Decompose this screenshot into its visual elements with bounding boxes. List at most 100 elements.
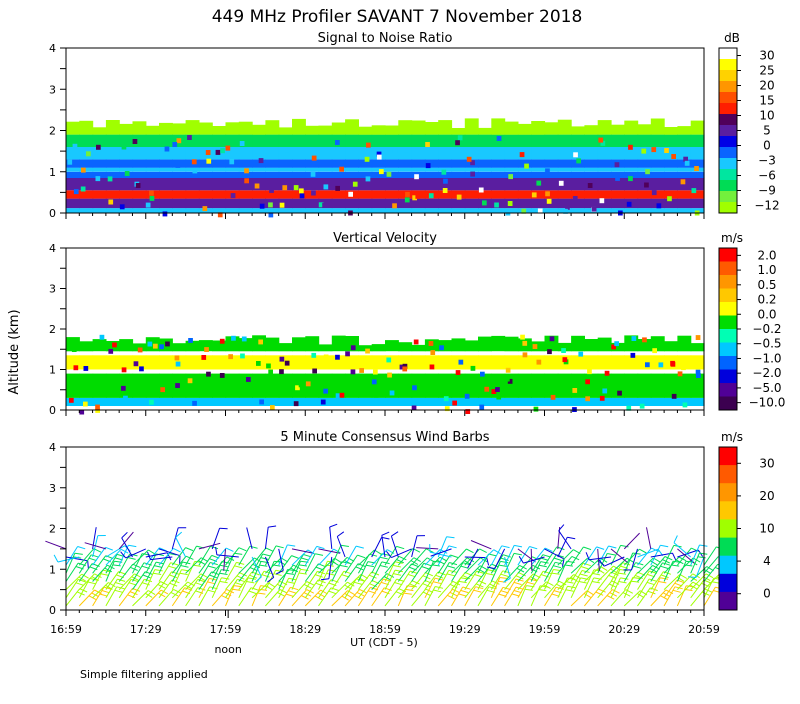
heatmap-speckle	[335, 355, 340, 360]
wind-barb-flag	[581, 567, 589, 570]
heatmap-speckle	[73, 144, 78, 149]
heatmap-cell	[292, 135, 306, 147]
heatmap-cell	[133, 398, 147, 406]
x-tick-label: 20:29	[608, 623, 640, 636]
heatmap-cell	[239, 398, 253, 406]
colorbar-swatch	[719, 136, 737, 147]
heatmap-speckle	[683, 403, 688, 408]
wind-barb-flag	[553, 566, 561, 568]
heatmap-cell	[571, 178, 585, 190]
heatmap-cell	[265, 374, 279, 398]
heatmap-speckle	[204, 347, 209, 352]
y-tick-label: 1	[49, 364, 56, 377]
y-tick-label: 0	[49, 604, 56, 617]
heatmap-speckle	[576, 158, 581, 163]
heatmap-cell	[677, 172, 691, 178]
colorbar-label: −0.2	[752, 322, 781, 336]
heatmap-speckle	[353, 182, 358, 187]
heatmap-speckle	[671, 362, 676, 367]
colorbar-label: −6	[758, 169, 776, 183]
heatmap-speckle	[323, 389, 328, 394]
heatmap-cell	[518, 135, 532, 147]
wind-barb-flag	[422, 567, 430, 570]
heatmap-cell	[159, 199, 173, 209]
colorbar-swatch	[719, 556, 737, 575]
colorbar-label: −1.0	[752, 351, 781, 365]
heatmap-speckle	[240, 141, 245, 146]
heatmap-speckle	[600, 396, 605, 401]
wind-barb-flag	[173, 548, 180, 552]
colorbar-swatch	[719, 329, 737, 343]
heatmap-cell	[677, 374, 691, 398]
heatmap-cell	[372, 178, 386, 190]
heatmap-cell	[558, 398, 572, 406]
heatmap-cell	[79, 159, 93, 167]
heatmap-speckle	[405, 197, 410, 202]
heatmap-cell	[571, 355, 585, 369]
colorbar-swatch	[719, 114, 737, 125]
wind-barb-flag	[514, 582, 522, 584]
heatmap-cell	[664, 172, 678, 178]
panel-3: 5 Minute Consensus Wind Barbs01234302010…	[45, 430, 774, 617]
heatmap-cell	[279, 398, 293, 406]
heatmap-cell	[159, 135, 173, 147]
heatmap-speckle	[324, 184, 329, 189]
heatmap-speckle	[654, 385, 659, 390]
heatmap-speckle	[231, 193, 236, 198]
colorbar-swatch	[719, 538, 737, 557]
heatmap-cell	[252, 172, 266, 178]
heatmap-speckle	[536, 181, 541, 186]
heatmap-speckle	[285, 361, 290, 366]
colorbar-swatch	[719, 248, 737, 262]
wind-barb-shaft	[212, 528, 219, 549]
heatmap-speckle	[495, 387, 500, 392]
heatmap-cell	[66, 122, 80, 135]
heatmap-speckle	[404, 152, 409, 157]
heatmap-cell	[186, 208, 200, 213]
heatmap-cell	[505, 178, 519, 190]
wind-barb-flag	[466, 549, 473, 553]
heatmap-speckle	[365, 157, 370, 162]
heatmap-cell	[279, 208, 293, 213]
heatmap-cell	[319, 126, 333, 135]
wind-barb-shaft	[119, 574, 134, 590]
heatmap-cell	[438, 135, 452, 147]
heatmap-cell	[584, 374, 598, 398]
heatmap-cell	[518, 199, 532, 209]
heatmap-cell	[664, 208, 678, 213]
heatmap-cell	[531, 147, 545, 159]
heatmap-cell	[106, 355, 120, 369]
heatmap-cell	[598, 159, 612, 167]
heatmap-speckle	[279, 369, 284, 374]
heatmap-speckle	[657, 203, 662, 208]
heatmap-cell	[598, 355, 612, 369]
heatmap-cell	[93, 339, 107, 351]
heatmap-cell	[199, 172, 213, 178]
heatmap-cell	[611, 190, 625, 198]
wind-barb-shaft	[265, 557, 273, 577]
wind-barb-flag	[115, 583, 123, 585]
heatmap-speckle	[484, 387, 489, 392]
heatmap-cell	[452, 178, 466, 190]
wind-barb-flag	[447, 574, 455, 576]
heatmap-cell	[119, 339, 133, 351]
y-tick-label: 3	[49, 482, 56, 495]
heatmap-cell	[292, 208, 306, 213]
heatmap-cell	[212, 199, 226, 209]
heatmap-cell	[358, 398, 372, 406]
y-tick-label: 0	[49, 404, 56, 417]
heatmap-cell	[119, 124, 133, 135]
heatmap-speckle	[206, 150, 211, 155]
wind-barb-flag	[514, 545, 522, 547]
heatmap-cell	[305, 178, 319, 190]
heatmap-cell	[226, 398, 240, 406]
heatmap-cell	[478, 374, 492, 398]
wind-barb-flag	[700, 545, 708, 546]
wind-barb-shaft	[66, 563, 78, 581]
heatmap-cell	[624, 121, 638, 135]
heatmap-cell	[452, 147, 466, 159]
heatmap-cell	[598, 398, 612, 406]
wind-barb-flag	[391, 532, 398, 536]
heatmap-cell	[212, 178, 226, 190]
heatmap-cell	[133, 172, 147, 178]
